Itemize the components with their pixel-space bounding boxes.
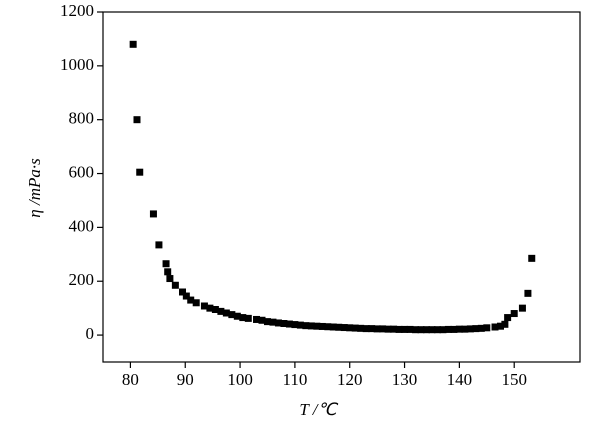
data-point bbox=[258, 316, 266, 324]
data-point bbox=[269, 318, 277, 326]
data-point bbox=[412, 326, 420, 334]
data-point bbox=[455, 325, 463, 333]
data-point bbox=[439, 326, 447, 334]
data-point bbox=[428, 326, 436, 334]
x-tick-label: 100 bbox=[227, 370, 253, 389]
y-tick-label: 1200 bbox=[60, 1, 94, 20]
data-point bbox=[417, 326, 425, 334]
data-point bbox=[302, 322, 310, 330]
data-point bbox=[149, 210, 157, 218]
data-point bbox=[390, 325, 398, 333]
data-point bbox=[187, 296, 195, 304]
data-point bbox=[518, 304, 526, 312]
y-tick-label: 200 bbox=[69, 270, 95, 289]
x-axis-label: T /℃ bbox=[299, 400, 338, 419]
data-point bbox=[291, 321, 299, 329]
data-point bbox=[263, 318, 271, 326]
data-point bbox=[510, 310, 518, 318]
data-point bbox=[384, 325, 392, 333]
data-point bbox=[329, 323, 337, 331]
x-tick-label: 110 bbox=[282, 370, 307, 389]
data-point bbox=[351, 324, 359, 332]
data-point bbox=[373, 325, 381, 333]
data-point bbox=[444, 325, 452, 333]
data-point bbox=[528, 254, 536, 262]
data-point bbox=[233, 312, 241, 320]
data-point bbox=[228, 311, 236, 319]
data-point bbox=[422, 326, 430, 334]
data-point bbox=[401, 325, 409, 333]
data-point bbox=[491, 323, 499, 331]
data-point bbox=[497, 322, 504, 330]
data-point bbox=[200, 302, 208, 310]
data-point bbox=[192, 299, 200, 307]
data-point bbox=[340, 324, 348, 332]
data-point bbox=[362, 325, 370, 333]
data-point bbox=[406, 325, 414, 333]
data-point bbox=[433, 326, 441, 334]
data-point bbox=[477, 324, 485, 332]
data-point bbox=[182, 292, 190, 300]
data-point bbox=[318, 322, 326, 330]
data-point bbox=[222, 309, 230, 317]
data-point bbox=[324, 323, 332, 331]
data-point bbox=[239, 314, 247, 322]
y-tick-label: 800 bbox=[69, 109, 95, 128]
data-point bbox=[450, 325, 458, 333]
data-point bbox=[313, 322, 321, 330]
data-point bbox=[155, 241, 163, 249]
data-point bbox=[368, 325, 376, 333]
x-tick-label: 130 bbox=[392, 370, 418, 389]
data-point bbox=[357, 324, 365, 332]
data-point bbox=[461, 325, 469, 333]
data-point bbox=[136, 168, 144, 176]
data-point bbox=[395, 325, 403, 333]
data-point bbox=[129, 40, 137, 48]
x-tick-label: 80 bbox=[122, 370, 139, 389]
data-point bbox=[244, 314, 252, 322]
data-point bbox=[166, 275, 174, 283]
x-tick-label: 90 bbox=[177, 370, 194, 389]
data-point bbox=[335, 323, 343, 331]
x-tick-label: 120 bbox=[337, 370, 363, 389]
data-point bbox=[179, 288, 186, 296]
y-tick-label: 0 bbox=[86, 324, 95, 343]
data-point bbox=[285, 320, 293, 328]
data-point bbox=[171, 281, 179, 289]
data-point bbox=[472, 325, 480, 333]
x-tick-label: 150 bbox=[501, 370, 527, 389]
data-point bbox=[296, 321, 304, 329]
plot-frame bbox=[102, 11, 581, 363]
data-point bbox=[307, 322, 315, 330]
data-point bbox=[164, 268, 172, 276]
data-point bbox=[483, 324, 491, 332]
y-tick-label: 600 bbox=[69, 162, 95, 181]
data-point bbox=[133, 116, 141, 124]
data-point bbox=[162, 260, 170, 268]
data-point bbox=[217, 307, 225, 315]
x-tick-label: 140 bbox=[447, 370, 473, 389]
y-tick-label: 1000 bbox=[60, 55, 94, 74]
y-axis-label: η /mPa·s bbox=[25, 158, 44, 218]
data-point bbox=[253, 315, 261, 323]
data-point bbox=[274, 319, 282, 327]
y-tick-label: 400 bbox=[69, 216, 95, 235]
data-point bbox=[346, 324, 354, 332]
data-point bbox=[524, 289, 532, 297]
data-point bbox=[211, 306, 219, 313]
data-point bbox=[501, 320, 509, 328]
data-point bbox=[466, 325, 474, 333]
data-point bbox=[280, 320, 288, 327]
data-point bbox=[206, 304, 214, 312]
data-point bbox=[379, 325, 387, 333]
data-point bbox=[504, 314, 512, 322]
